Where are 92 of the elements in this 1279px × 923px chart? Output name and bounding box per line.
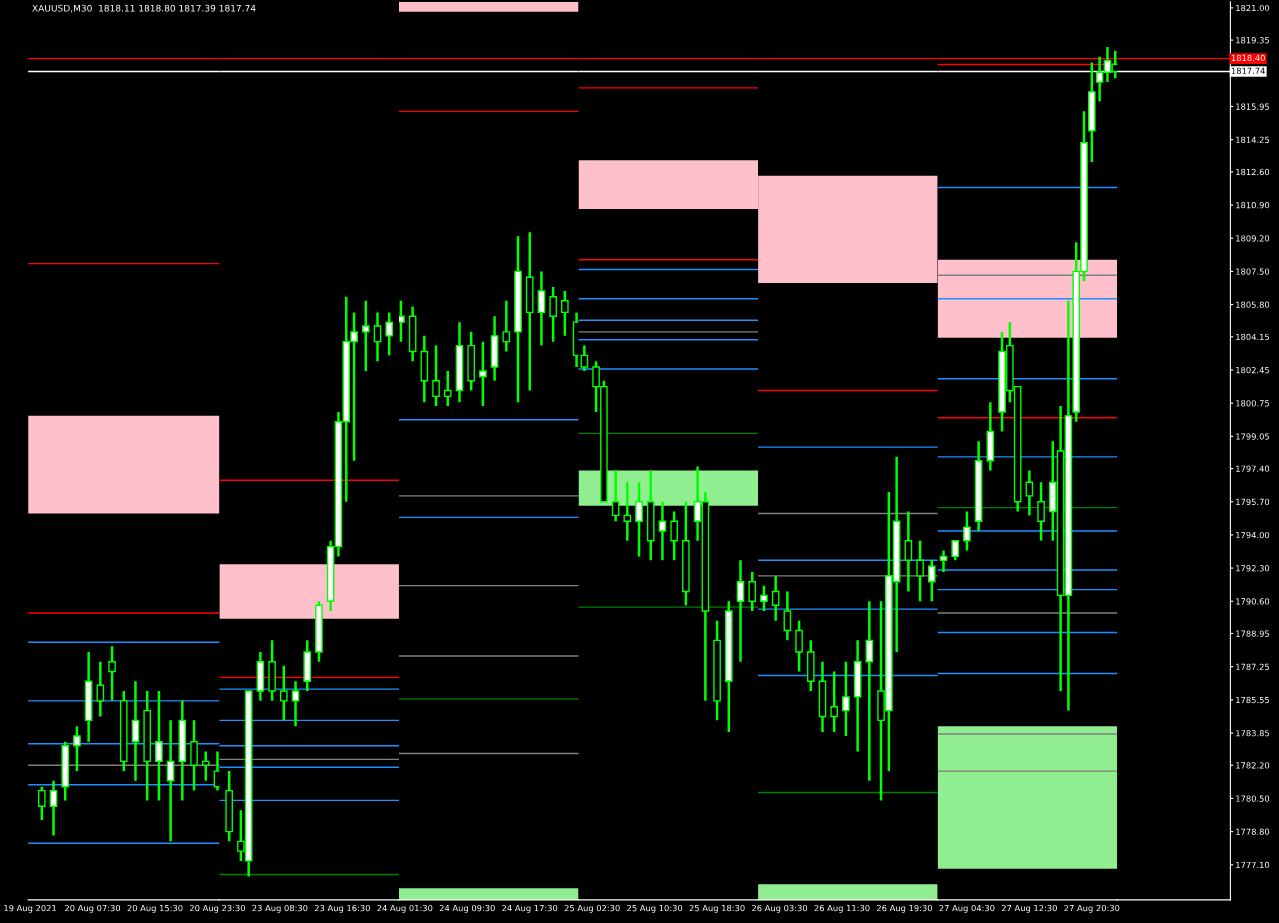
candlestick [580, 344, 589, 373]
candlestick [432, 344, 440, 408]
x-tick-label: 26 Aug 11:30 [814, 904, 870, 913]
x-tick-label: 20 Aug 15:30 [127, 904, 183, 913]
candlestick [155, 689, 163, 802]
x-tick-label: 23 Aug 08:30 [252, 904, 308, 913]
candlestick [361, 299, 370, 373]
candlestick [549, 285, 557, 343]
candlestick [658, 500, 667, 562]
candlestick [373, 311, 382, 363]
y-tick-label: 1782.20 [1236, 762, 1270, 769]
y-tick-label: 1795.70 [1236, 498, 1270, 506]
candlestick [279, 664, 288, 722]
candlestick [795, 619, 803, 673]
candlestick [748, 570, 757, 613]
x-tick-label: 26 Aug 03:30 [752, 904, 808, 913]
candlestick [1025, 469, 1034, 517]
candlestick [842, 660, 850, 738]
y-tick-label: 1797.40 [1236, 465, 1270, 472]
x-tick-label: 27 Aug 12:30 [1001, 904, 1057, 913]
candlestick [49, 779, 58, 837]
y-tick-label: 1821.00 [1236, 4, 1270, 12]
y-tick-label: 1790.60 [1236, 598, 1270, 605]
x-tick-label: 24 Aug 09:30 [439, 904, 495, 913]
candlestick [561, 289, 569, 338]
y-tick-label: 1799.05 [1236, 433, 1269, 440]
candlestick [537, 270, 546, 347]
y-tick-label: 1802.45 [1236, 366, 1269, 374]
y-tick-label: 1788.95 [1236, 630, 1269, 637]
candlestick [190, 719, 198, 792]
y-tick-label: 1800.75 [1236, 400, 1269, 407]
candlestick [385, 311, 394, 357]
candlestick [398, 299, 405, 343]
candlestick [783, 590, 792, 642]
candlestick [166, 719, 175, 843]
x-tick-label: 27 Aug 20:30 [1064, 904, 1120, 913]
candlestick [830, 670, 839, 734]
candlestick [771, 574, 780, 623]
candlestick [927, 559, 936, 603]
y-tick-label: 1780.50 [1236, 795, 1270, 802]
y-tick-label: 1792.30 [1236, 565, 1270, 572]
candlestick [623, 480, 632, 543]
candlestick [131, 680, 140, 783]
y-tick-label: 1812.60 [1236, 168, 1270, 176]
candlestick [291, 680, 300, 728]
candlestick [760, 584, 768, 613]
x-tick-label: 25 Aug 02:30 [564, 904, 620, 913]
x-tick-label: 25 Aug 18:30 [689, 904, 745, 913]
x-tick-label: 27 Aug 04:30 [939, 904, 995, 913]
y-tick-label: 1814.25 [1236, 136, 1269, 143]
candlestick [201, 750, 210, 783]
candlestick [502, 299, 511, 353]
x-tick-label: 20 Aug 23:30 [189, 904, 245, 913]
candlestick [963, 510, 971, 552]
ref-line-label: 1818.40 [1231, 54, 1265, 62]
candlestick [916, 539, 924, 603]
candlestick [635, 480, 643, 558]
x-tick-label: 19 Aug 2021 [4, 904, 57, 913]
candlestick [73, 724, 81, 773]
candlestick [611, 469, 620, 523]
candlestick [736, 559, 745, 664]
x-tick-label: 23 Aug 16:30 [314, 904, 370, 913]
ref-line-label: 1817.74 [1231, 67, 1265, 74]
y-tick-label: 1794.00 [1236, 531, 1270, 539]
y-tick-label: 1787.25 [1236, 663, 1269, 670]
y-tick-label: 1778.80 [1236, 828, 1270, 835]
y-tick-label: 1805.80 [1236, 301, 1270, 308]
x-tick-label: 20 Aug 07:30 [65, 904, 121, 913]
candlestick [1037, 480, 1045, 543]
candlestick [951, 539, 960, 562]
x-tick-label: 26 Aug 19:30 [876, 904, 932, 913]
y-tick-label: 1815.95 [1236, 103, 1269, 110]
y-tick-label: 1804.15 [1236, 333, 1269, 341]
candlestick [37, 785, 46, 822]
y-tick-label: 1807.50 [1236, 268, 1270, 275]
y-tick-label: 1810.90 [1236, 202, 1270, 209]
candlestick [479, 340, 487, 408]
x-tick-label: 25 Aug 10:30 [627, 904, 683, 913]
candlestick [939, 549, 948, 574]
y-tick-label: 1783.85 [1236, 730, 1269, 737]
candlestick [96, 660, 105, 718]
candlestick [443, 369, 452, 408]
candlestick [670, 510, 678, 562]
y-tick-label: 1819.35 [1236, 37, 1269, 44]
y-tick-label: 1785.55 [1236, 696, 1269, 704]
x-tick-label: 24 Aug 17:30 [502, 904, 558, 913]
chart-title: XAUUSD,M30 1818.11 1818.80 1817.39 1817.74 [32, 4, 256, 13]
y-tick-label: 1777.10 [1236, 861, 1270, 869]
candlestick [904, 510, 913, 593]
candlestick [108, 644, 116, 703]
x-tick-label: 24 Aug 01:30 [377, 904, 433, 913]
y-tick-label: 1809.20 [1236, 235, 1270, 242]
